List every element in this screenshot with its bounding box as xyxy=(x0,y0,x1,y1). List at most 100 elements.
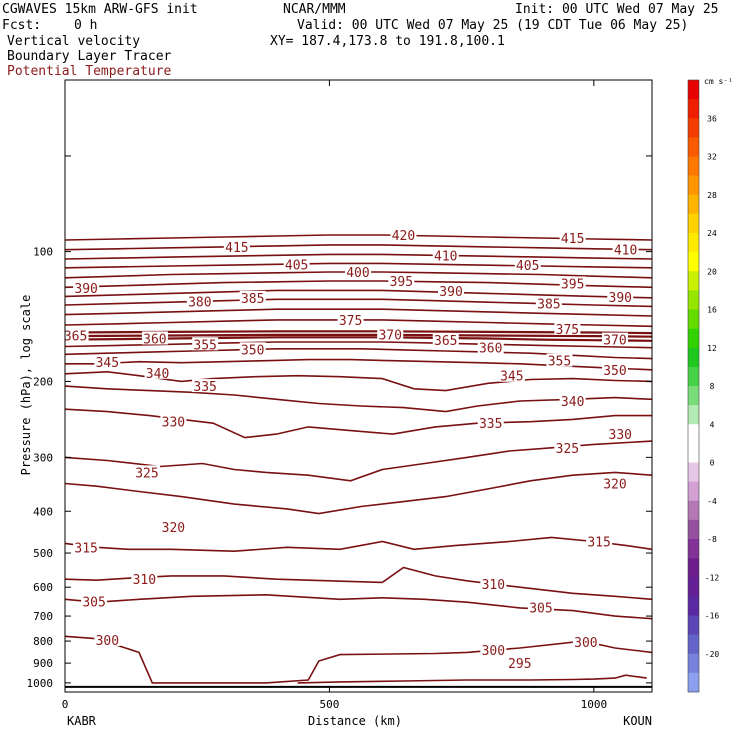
contour-label-bg xyxy=(498,368,525,382)
contour-label: 405 xyxy=(285,258,308,273)
legend-tick-label: 4 xyxy=(710,420,715,429)
y-tick-label: 900 xyxy=(33,657,53,670)
contour-label-bg xyxy=(192,379,219,393)
contour-label: 415 xyxy=(225,241,248,256)
legend-swatch xyxy=(688,443,699,463)
contour-label: 360 xyxy=(143,332,166,347)
contour-380 xyxy=(64,308,653,317)
plot-frame xyxy=(64,79,653,693)
contour-label: 340 xyxy=(561,395,584,410)
legend-tick-label: -12 xyxy=(705,573,720,582)
contour-label-bg xyxy=(337,312,364,326)
contour-label: 335 xyxy=(479,417,502,432)
legend-frame xyxy=(687,79,700,693)
legend-tick-label: 32 xyxy=(707,153,717,162)
contour-label: 335 xyxy=(193,380,216,395)
legend-swatch xyxy=(688,252,699,272)
legend-swatch xyxy=(688,634,699,655)
contour-label: 350 xyxy=(241,343,264,358)
legend-tick-label: -4 xyxy=(707,497,717,506)
contour-label: 395 xyxy=(390,275,413,290)
legend-swatch xyxy=(688,500,699,521)
contour-label-bg xyxy=(572,635,599,649)
cross-section-endpoints: XY= 187.4,173.8 to 191.8,100.1 xyxy=(270,34,505,49)
field-vertical-velocity: Vertical velocity xyxy=(7,34,141,49)
contour-label-bg xyxy=(506,656,533,670)
contour-label: 355 xyxy=(548,355,571,370)
contour-label: 390 xyxy=(609,291,632,306)
contour-label-bg xyxy=(432,333,459,347)
contour-label: 310 xyxy=(133,573,156,588)
y-tick-label: 800 xyxy=(33,635,53,648)
contour-label-layer: 415 420 415 405 410 410 390 400 395 405 395 380 385 3… xyxy=(62,227,639,672)
contour-label-bg xyxy=(601,362,628,376)
contour-320 xyxy=(64,471,653,515)
y-axis: 100 200 300 400 500 600 700 800 900 1000 xyxy=(27,79,652,690)
organization: NCAR/MMM xyxy=(283,2,346,17)
contour-label-bg xyxy=(477,416,504,430)
legend-swatch xyxy=(688,118,699,138)
field-potential-temperature: Potential Temperature xyxy=(7,64,172,79)
contour-label: 295 xyxy=(508,657,531,672)
contour-label-bg xyxy=(607,290,634,304)
contour-label: 395 xyxy=(561,277,584,292)
contour-label-bg xyxy=(546,353,573,367)
forecast-label: Fcst: xyxy=(2,18,42,33)
x-axis-label: Distance (km) xyxy=(308,714,402,728)
x-axis: 0 500 1000 xyxy=(62,80,607,711)
contour-label-bg xyxy=(133,465,160,479)
contour-label-bg xyxy=(390,227,417,241)
legend-swatch xyxy=(688,156,699,176)
contour-label-bg xyxy=(480,577,507,591)
contour-410 xyxy=(64,253,653,260)
contour-label: 320 xyxy=(603,478,626,493)
contour-label-bg xyxy=(612,242,639,256)
field-boundary-layer-tracer: Boundary Layer Tracer xyxy=(7,49,172,64)
contour-label: 330 xyxy=(609,428,632,443)
legend-tick-label: 16 xyxy=(707,306,717,315)
contour-label: 365 xyxy=(64,329,87,344)
contour-label-bg xyxy=(559,393,586,407)
y-tick-label: 1000 xyxy=(27,677,54,690)
contour-325 xyxy=(64,440,653,482)
y-tick-label: 500 xyxy=(33,547,53,560)
contour-label-bg xyxy=(477,340,504,354)
contour-395 xyxy=(64,280,653,289)
contour-label-bg xyxy=(514,258,541,272)
contour-label: 410 xyxy=(434,249,457,264)
model-title: CGWAVES 15km ARW-GFS init xyxy=(2,2,198,17)
legend-swatch xyxy=(688,386,699,406)
contour-label: 355 xyxy=(193,338,216,353)
contour-label-bg xyxy=(73,281,100,295)
contour-label-bg xyxy=(377,327,404,341)
color-legend: 36 32 28 24 20 16 12 8 4 0 -4 -8 -12 -16 -20 xyxy=(687,79,720,693)
contour-label: 370 xyxy=(378,328,401,343)
legend-swatch xyxy=(688,347,699,368)
contour-label: 300 xyxy=(482,644,505,659)
legend-tick-label: 8 xyxy=(710,382,715,391)
contour-label-bg xyxy=(283,257,310,271)
contour-label-bg xyxy=(239,290,266,304)
contour-label: 385 xyxy=(241,292,264,307)
legend-swatch xyxy=(688,233,699,253)
contour-label: 420 xyxy=(392,229,415,244)
contour-label-bg xyxy=(559,231,586,245)
contour-label-bg xyxy=(527,600,554,614)
legend-tick-label: 20 xyxy=(707,267,717,276)
y-tick-label: 300 xyxy=(33,451,53,464)
contour-label-bg xyxy=(73,540,100,554)
contour-label: 350 xyxy=(603,364,626,379)
contour-label-bg xyxy=(186,294,213,308)
legend-swatch xyxy=(688,558,699,578)
contour-label: 410 xyxy=(614,244,637,259)
y-tick-label: 200 xyxy=(33,375,53,388)
contour-label-bg xyxy=(432,248,459,262)
legend-swatch xyxy=(688,309,699,329)
legend-swatch xyxy=(688,615,699,635)
contour-label-bg xyxy=(160,519,187,533)
legend-swatch xyxy=(688,290,699,310)
contour-label: 365 xyxy=(434,334,457,349)
contour-label: 380 xyxy=(188,295,211,310)
contour-label-bg xyxy=(94,355,121,369)
